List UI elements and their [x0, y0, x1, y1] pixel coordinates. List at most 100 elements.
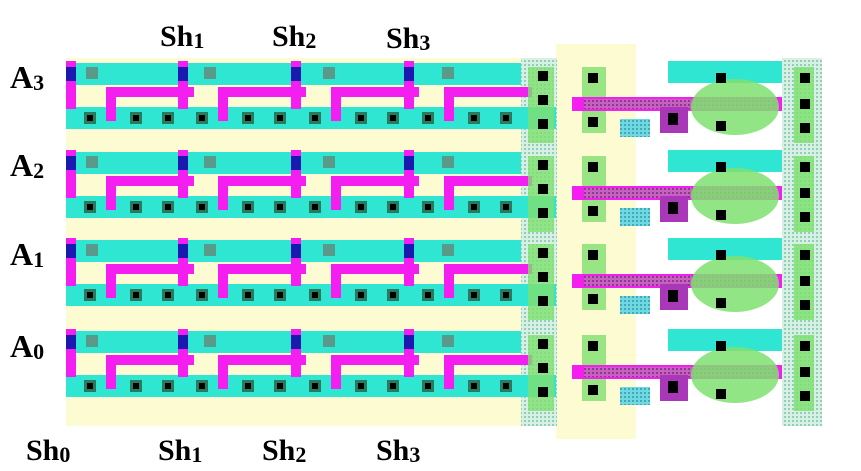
contact	[87, 115, 93, 121]
bottom-label-sh2: Sh2	[262, 434, 306, 467]
driver-contact	[588, 162, 598, 172]
metal-connector	[444, 87, 454, 121]
metal-connector	[331, 87, 341, 121]
driver-contact	[716, 341, 726, 351]
driver-well-right	[691, 347, 779, 403]
contact-cut	[204, 335, 216, 347]
driver-contact	[668, 290, 678, 302]
contact	[133, 292, 139, 298]
driver-contact	[588, 294, 598, 304]
driver-contact	[800, 73, 810, 83]
contact	[358, 292, 364, 298]
driver-contact	[800, 250, 810, 260]
bottom-label-sh1: Sh1	[158, 434, 202, 467]
metal-vertical	[66, 238, 76, 286]
contact	[245, 204, 251, 210]
driver-contact	[538, 363, 548, 373]
metal-vertical	[66, 61, 76, 109]
metal-connector	[106, 176, 116, 210]
row-labels: A3 A2 A1 A0	[10, 59, 44, 364]
metal-step	[226, 264, 306, 274]
metal-stub	[458, 176, 520, 186]
contact	[277, 115, 283, 121]
via	[66, 335, 76, 349]
row-label-a2: A2	[10, 147, 44, 183]
driver-contact	[588, 250, 598, 260]
row-label-a1: A1	[10, 236, 44, 272]
contact	[277, 204, 283, 210]
via	[291, 156, 301, 170]
driver-contact	[668, 381, 678, 393]
driver-poly	[668, 329, 782, 351]
driver-contact	[716, 73, 726, 83]
contact	[390, 115, 396, 121]
driver-contact	[538, 95, 548, 105]
metal-connector	[444, 264, 454, 298]
via	[291, 244, 301, 258]
metal-vertical	[404, 329, 414, 377]
driver-contact	[716, 121, 726, 131]
driver-contact	[800, 123, 810, 133]
contact-cut	[442, 335, 454, 347]
driver-contact	[800, 391, 810, 401]
metal-vertical	[178, 150, 188, 198]
driver-metal-overlay	[584, 99, 774, 109]
metal-step	[114, 176, 194, 186]
contact	[503, 292, 509, 298]
via	[291, 67, 301, 81]
driver-contact	[800, 188, 810, 198]
driver-contact	[538, 339, 548, 349]
contact	[245, 115, 251, 121]
contact-cut	[204, 156, 216, 168]
metal-step	[339, 176, 419, 186]
driver-contact	[588, 73, 598, 83]
contact	[390, 204, 396, 210]
metal-connector	[106, 87, 116, 121]
contact	[199, 383, 205, 389]
driver-contact	[538, 296, 548, 306]
contact	[133, 383, 139, 389]
metal-vertical	[404, 238, 414, 286]
shifter-array	[66, 61, 556, 397]
via	[404, 156, 414, 170]
driver-metal-overlay	[584, 276, 774, 286]
metal-vertical	[66, 150, 76, 198]
driver-contact	[538, 160, 548, 170]
contact	[390, 292, 396, 298]
contact	[312, 383, 318, 389]
contact-cut	[323, 335, 335, 347]
metal-step	[226, 355, 306, 365]
driver-poly-cut	[620, 387, 650, 405]
contact	[87, 292, 93, 298]
via	[178, 244, 188, 258]
driver-contact	[668, 113, 678, 125]
contact	[471, 204, 477, 210]
contact-cut	[442, 156, 454, 168]
contact	[245, 292, 251, 298]
metal-step	[114, 264, 194, 274]
driver-contact	[716, 162, 726, 172]
contact	[165, 292, 171, 298]
metal-connector	[331, 264, 341, 298]
contact	[358, 204, 364, 210]
top-labels: Sh1 Sh2 Sh3	[160, 20, 430, 55]
metal-step	[339, 87, 419, 97]
contact	[312, 204, 318, 210]
via	[178, 67, 188, 81]
contact-cut	[204, 67, 216, 79]
driver-contact	[538, 387, 548, 397]
metal-vertical	[291, 238, 301, 286]
contact	[277, 292, 283, 298]
contact	[358, 383, 364, 389]
driver-contact	[588, 385, 598, 395]
driver-metal-overlay	[584, 367, 774, 377]
metal-vertical	[291, 61, 301, 109]
contact	[165, 115, 171, 121]
contact-cut	[442, 244, 454, 256]
top-label-sh1: Sh1	[160, 20, 204, 53]
contact	[277, 383, 283, 389]
top-label-sh2: Sh2	[272, 20, 316, 53]
top-label-sh3: Sh3	[386, 22, 430, 55]
contact	[133, 115, 139, 121]
contact	[425, 292, 431, 298]
